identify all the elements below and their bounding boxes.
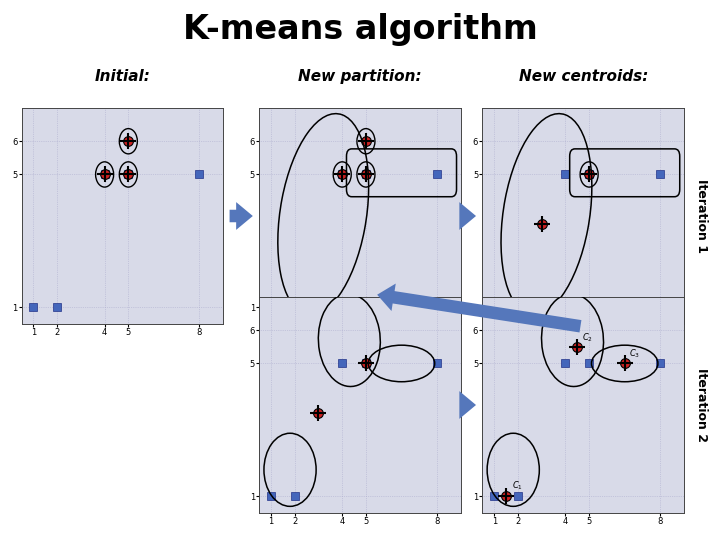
Text: Iteration 1: Iteration 1 [696, 179, 708, 253]
Text: K-means algorithm: K-means algorithm [183, 14, 537, 46]
Text: $C_3$: $C_3$ [629, 348, 641, 360]
Text: New centroids:: New centroids: [518, 69, 648, 84]
Text: $C_2$: $C_2$ [582, 331, 593, 343]
Text: $C_1$: $C_1$ [512, 479, 523, 491]
Text: New partition:: New partition: [298, 69, 422, 84]
Text: Iteration 2: Iteration 2 [696, 368, 708, 442]
Text: Initial:: Initial: [94, 69, 150, 84]
